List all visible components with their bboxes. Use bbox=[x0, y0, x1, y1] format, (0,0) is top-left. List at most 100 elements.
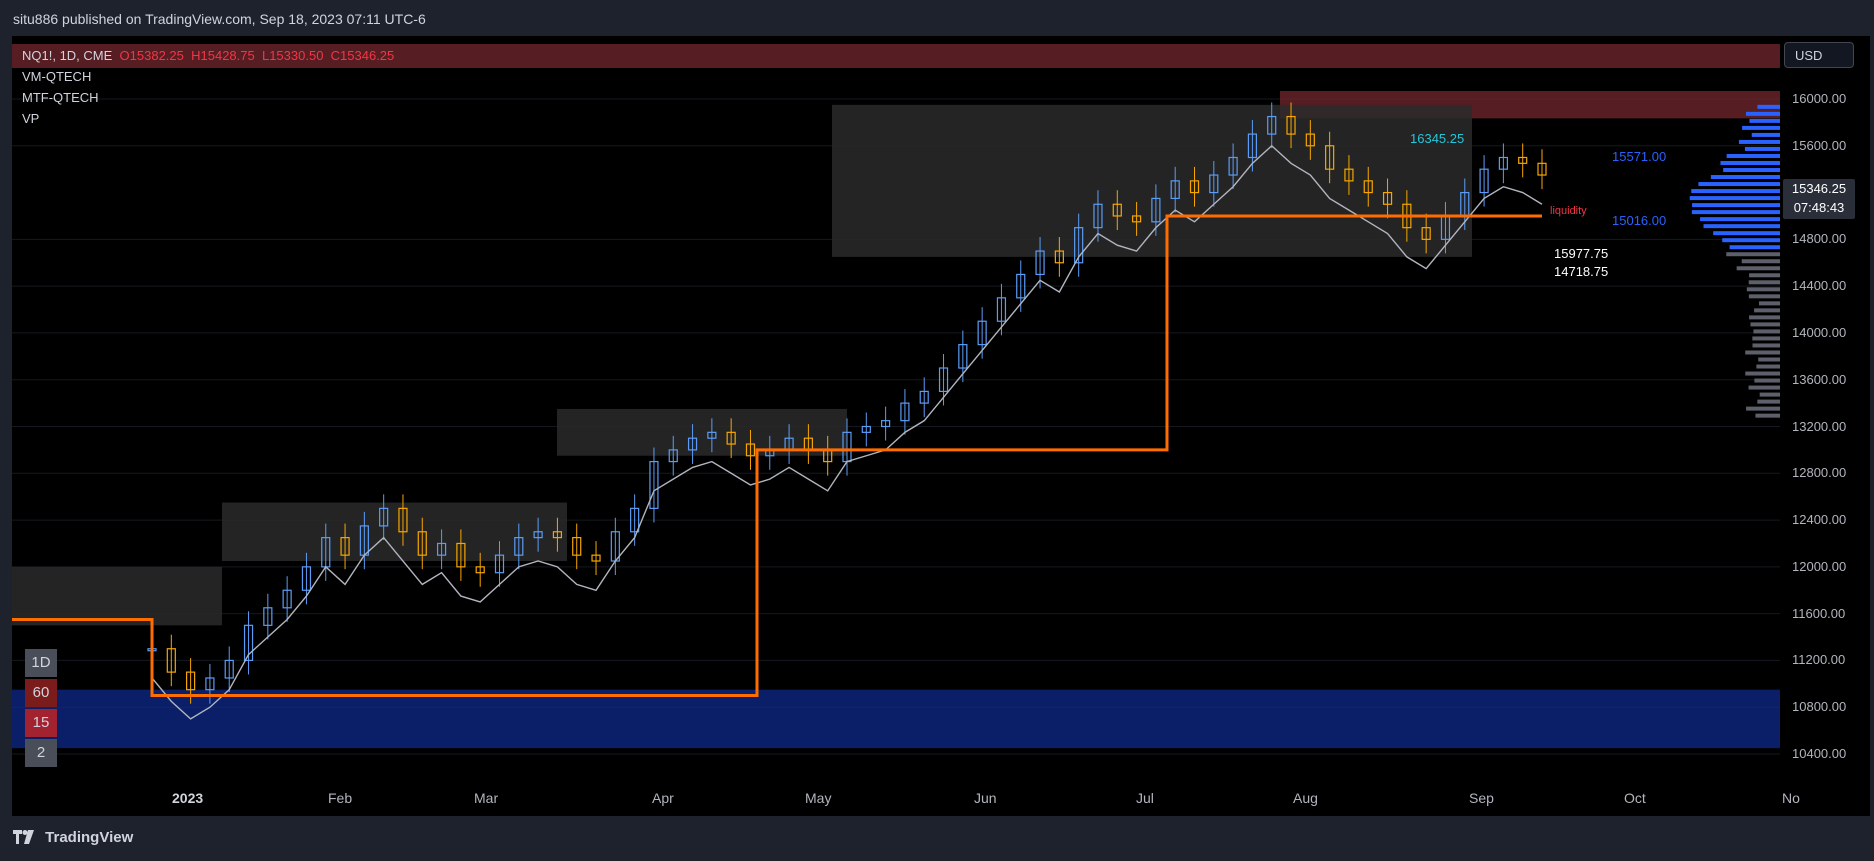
volume-profile-bar bbox=[1754, 308, 1780, 312]
volume-profile-bar bbox=[1745, 372, 1780, 376]
volume-profile-bar bbox=[1746, 112, 1780, 116]
volume-profile-bar bbox=[1713, 231, 1780, 235]
last-price-value: 15346.25 bbox=[1783, 179, 1855, 198]
timeframe-2: 2 bbox=[25, 739, 57, 767]
volume-profile-bar bbox=[1753, 329, 1780, 333]
volume-profile-bar bbox=[1745, 147, 1780, 151]
annotation-level-5: 14718.75 bbox=[1554, 264, 1608, 279]
price-tick-label: 14800.00 bbox=[1792, 231, 1846, 246]
time-tick-label: Jun bbox=[974, 790, 997, 806]
volume-profile-bar bbox=[1752, 336, 1780, 340]
time-tick-label: Apr bbox=[652, 790, 674, 806]
indicator-mtf-qtech[interactable]: MTF-QTECH bbox=[22, 87, 394, 108]
footer-brand[interactable]: TradingView bbox=[13, 829, 133, 846]
indicator-vp[interactable]: VP bbox=[22, 108, 394, 129]
volume-profile-bar bbox=[1747, 287, 1780, 291]
volume-profile-bar bbox=[1727, 154, 1780, 158]
liquidity-label: liquidity bbox=[1550, 205, 1587, 217]
volume-profile-bar bbox=[1760, 393, 1780, 397]
chart-legend: NQ1!, 1D, CME O15382.25 H15428.75 L15330… bbox=[22, 45, 394, 129]
volume-profile-bar bbox=[1690, 196, 1780, 200]
volume-profile-bar bbox=[1720, 161, 1780, 165]
chart-pane[interactable] bbox=[12, 36, 1780, 816]
volume-profile-bar bbox=[1756, 365, 1780, 369]
volume-profile-bar bbox=[1754, 379, 1780, 383]
price-tick-label: 12400.00 bbox=[1792, 512, 1846, 527]
volume-profile-bar bbox=[1752, 133, 1780, 137]
price-tick-label: 14000.00 bbox=[1792, 325, 1846, 340]
volume-profile-bar bbox=[1745, 350, 1780, 354]
volume-profile-bar bbox=[1700, 217, 1780, 221]
footer-brand-text: TradingView bbox=[45, 829, 133, 846]
price-tick-label: 12800.00 bbox=[1792, 465, 1846, 480]
volume-profile-bar bbox=[1730, 245, 1780, 249]
volume-profile-bar bbox=[1742, 259, 1780, 263]
volume-profile-bar bbox=[1692, 203, 1780, 207]
volume-profile-bar bbox=[1722, 238, 1780, 242]
volume-profile-bar bbox=[1755, 414, 1780, 418]
annotation-level-2: 15571.00 bbox=[1612, 149, 1666, 164]
price-tick-label: 11200.00 bbox=[1792, 652, 1845, 667]
time-tick-label: May bbox=[805, 790, 831, 806]
volume-profile-bar bbox=[1723, 168, 1780, 172]
volume-profile-bar bbox=[1757, 105, 1780, 109]
price-tick-label: 13600.00 bbox=[1792, 372, 1846, 387]
open-value: O15382.25 bbox=[120, 48, 184, 63]
volume-profile-bar bbox=[1704, 224, 1780, 228]
price-tick-label: 14400.00 bbox=[1792, 278, 1846, 293]
volume-profile-bar bbox=[1746, 407, 1780, 411]
annotation-level-1: 16345.25 bbox=[1410, 131, 1464, 146]
time-tick-label: 2023 bbox=[172, 790, 203, 806]
symbol-label[interactable]: NQ1!, 1D, CME bbox=[22, 48, 112, 63]
indicator-vm-qtech[interactable]: VM-QTECH bbox=[22, 66, 394, 87]
volume-profile-bar bbox=[1749, 315, 1780, 319]
high-value: H15428.75 bbox=[191, 48, 255, 63]
volume-profile-bar bbox=[1752, 343, 1780, 347]
volume-profile-bar bbox=[1739, 140, 1780, 144]
volume-profile-bar bbox=[1759, 301, 1780, 305]
price-tick-label: 16000.00 bbox=[1792, 91, 1846, 106]
volume-profile-bar bbox=[1692, 210, 1780, 214]
volume-profile-bar bbox=[1749, 386, 1780, 390]
price-tick-label: 10800.00 bbox=[1792, 699, 1846, 714]
timeframe-15: 15 bbox=[25, 709, 57, 737]
support-zone bbox=[12, 690, 1780, 748]
price-tick-label: 12000.00 bbox=[1792, 559, 1846, 574]
time-tick-label: Jul bbox=[1136, 790, 1154, 806]
price-tick-label: 13200.00 bbox=[1792, 419, 1846, 434]
price-tick-label: 15600.00 bbox=[1792, 138, 1846, 153]
ohlc-row: NQ1!, 1D, CME O15382.25 H15428.75 L15330… bbox=[22, 45, 394, 66]
volume-profile-bar bbox=[1726, 252, 1780, 256]
time-tick-label: Feb bbox=[328, 790, 352, 806]
currency-button[interactable]: USD bbox=[1784, 42, 1854, 68]
annotation-level-4: 15977.75 bbox=[1554, 246, 1608, 261]
close-value: C15346.25 bbox=[331, 48, 395, 63]
volume-profile-bar bbox=[1691, 189, 1780, 193]
value-area-box bbox=[832, 105, 1472, 257]
volume-profile-bar bbox=[1749, 280, 1780, 284]
volume-profile-bar bbox=[1742, 126, 1780, 130]
price-tick-label: 11600.00 bbox=[1792, 606, 1845, 621]
price-tick-label: 10400.00 bbox=[1792, 746, 1846, 761]
volume-profile-bar bbox=[1737, 266, 1780, 270]
volume-profile-bar bbox=[1758, 357, 1780, 361]
price-axis[interactable]: 16000.00 15600.00 14800.00 14400.00 14000.00… bbox=[1780, 36, 1870, 816]
publish-text: situ886 published on TradingView.com, Se… bbox=[13, 11, 426, 27]
volume-profile-bar bbox=[1749, 294, 1780, 298]
tradingview-logo-icon bbox=[13, 830, 35, 844]
time-tick-label: Mar bbox=[474, 790, 498, 806]
last-price-tag: 15346.25 07:48:43 bbox=[1783, 179, 1855, 219]
time-tick-label: Sep bbox=[1469, 790, 1494, 806]
volume-profile-bar bbox=[1698, 182, 1780, 186]
volume-profile-bar bbox=[1750, 322, 1780, 326]
time-tick-label: Aug bbox=[1293, 790, 1318, 806]
volume-profile-bar bbox=[1749, 119, 1780, 123]
time-tick-label: No bbox=[1782, 790, 1800, 806]
volume-profile-bar bbox=[1711, 175, 1780, 179]
timeframe-1d: 1D bbox=[25, 649, 57, 677]
annotation-level-3: 15016.00 bbox=[1612, 213, 1666, 228]
timeframe-60: 60 bbox=[25, 679, 57, 707]
value-area-box bbox=[12, 567, 222, 625]
volume-profile-bar bbox=[1757, 400, 1780, 404]
chart-svg[interactable] bbox=[12, 36, 1780, 816]
